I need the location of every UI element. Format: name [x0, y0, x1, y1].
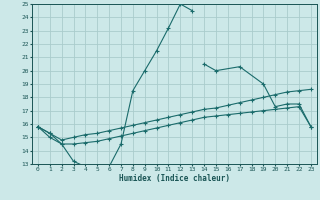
X-axis label: Humidex (Indice chaleur): Humidex (Indice chaleur) — [119, 174, 230, 183]
